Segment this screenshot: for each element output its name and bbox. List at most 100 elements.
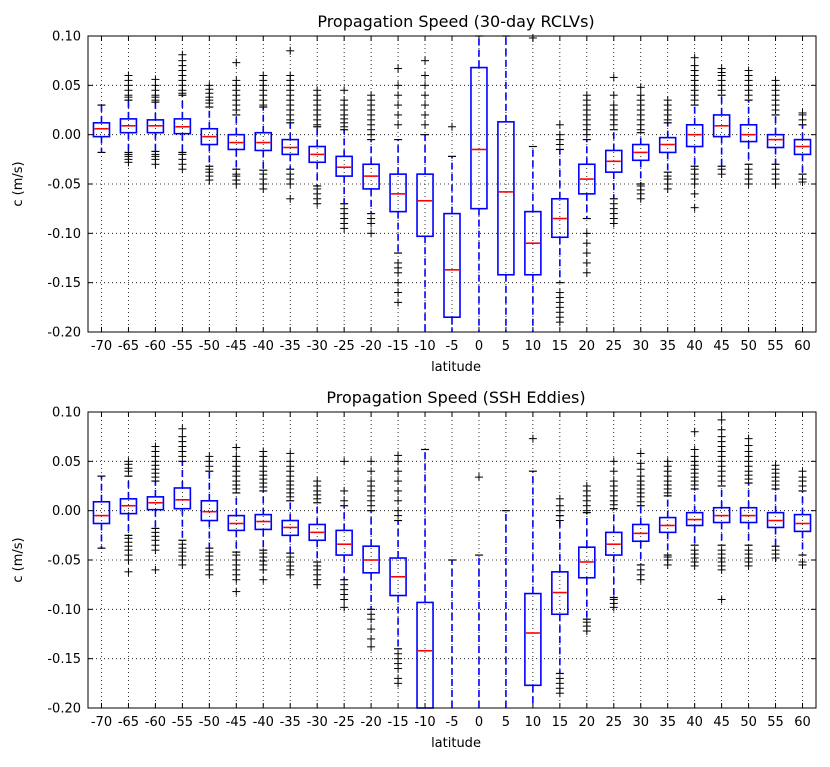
x-axis-label: latitude <box>431 360 481 375</box>
x-tick-label: 45 <box>713 339 730 354</box>
outlier-point <box>663 560 672 569</box>
y-axis-label: c (m/s) <box>11 161 26 206</box>
box-body <box>578 163 596 195</box>
box-body <box>524 592 542 687</box>
box-body <box>658 516 677 534</box>
box-body <box>146 496 165 511</box>
outlier-point <box>555 318 564 327</box>
x-tick-label: 35 <box>659 339 676 354</box>
box-lat-60 <box>793 467 812 569</box>
outlier-point <box>394 467 403 476</box>
outlier-point <box>663 457 672 466</box>
box-lat--5 <box>443 122 461 332</box>
outlier-point <box>232 58 241 67</box>
box-body <box>631 523 650 543</box>
box-lat-55 <box>766 76 785 188</box>
y-tick-label: -0.15 <box>47 652 81 667</box>
y-tick-label: -0.15 <box>47 276 81 291</box>
box-lat--60 <box>146 442 165 574</box>
outlier-point <box>259 565 268 574</box>
outlier-point <box>394 486 403 495</box>
box-body <box>119 118 138 134</box>
outlier-point <box>232 575 241 584</box>
x-tick-label: -25 <box>334 715 355 730</box>
box-lat--45 <box>227 443 246 596</box>
outlier-point <box>394 298 403 307</box>
x-tick-label: -5 <box>446 715 459 730</box>
outlier-point <box>609 101 618 110</box>
outlier-point <box>421 91 430 100</box>
outlier-point <box>286 457 295 466</box>
x-tick-label: -40 <box>253 715 274 730</box>
box-lat-30 <box>631 449 650 584</box>
outlier-point <box>151 160 160 169</box>
x-tick-label: 55 <box>767 715 784 730</box>
outlier-point <box>798 467 807 476</box>
outlier-point <box>124 457 133 466</box>
x-axis-label: latitude <box>431 736 481 751</box>
box-body <box>389 557 407 597</box>
box-body <box>604 149 623 173</box>
box-body <box>739 124 758 143</box>
outlier-point <box>313 199 322 208</box>
outlier-point <box>636 83 645 92</box>
outlier-point <box>690 203 699 212</box>
outlier-point <box>582 239 591 248</box>
box-lat--15 <box>389 451 407 688</box>
outlier-point <box>178 432 187 441</box>
outlier-point <box>178 50 187 59</box>
box-body <box>766 511 785 529</box>
outlier-point <box>555 494 564 503</box>
outlier-point <box>367 634 376 643</box>
box-lat--65 <box>119 71 138 167</box>
x-tick-label: 20 <box>579 715 596 730</box>
outlier-point <box>151 75 160 84</box>
outlier-point <box>690 180 699 188</box>
box-body <box>308 145 326 164</box>
x-tick-label: 60 <box>794 339 811 354</box>
outlier-point <box>367 625 376 634</box>
box-lat--55 <box>173 50 192 174</box>
box-lat-25 <box>604 457 623 612</box>
outlier-point <box>690 452 699 461</box>
outlier-point <box>394 451 403 460</box>
outlier-point <box>636 194 645 203</box>
x-tick-label: -5 <box>446 339 459 354</box>
y-tick-label: -0.05 <box>47 178 81 193</box>
box-lat-20 <box>578 91 596 277</box>
outlier-point <box>313 86 322 95</box>
box-body <box>685 511 704 527</box>
outlier-point <box>259 71 268 80</box>
box-body <box>685 124 704 148</box>
box-lat--20 <box>362 457 380 651</box>
x-tick-label: -60 <box>145 715 166 730</box>
panel-rclv: Propagation Speed (30-day RCLVs) -0.20-0… <box>11 12 817 375</box>
outlier-point <box>340 96 349 105</box>
outlier-point <box>582 258 591 267</box>
outlier-point <box>367 457 376 466</box>
x-tick-label: -35 <box>280 339 301 354</box>
plot-area: -0.20 -0.15 -0.10 -0.05 0.00 0.05 0.10 -70 -65 -6… <box>47 30 817 354</box>
x-tick-label: -45 <box>226 715 247 730</box>
outlier-point <box>636 472 645 481</box>
outlier-point <box>151 442 160 451</box>
outlier-point <box>690 561 699 570</box>
x-tick-label: 5 <box>502 339 510 354</box>
outlier-point <box>717 425 726 434</box>
x-tick-label: 30 <box>632 715 649 730</box>
outlier-point <box>205 176 214 185</box>
x-tick-label: -65 <box>118 715 139 730</box>
outlier-point <box>717 415 726 424</box>
outlier-point <box>717 565 726 574</box>
box-body <box>578 546 596 579</box>
box-lat-5 <box>497 35 515 332</box>
outlier-point <box>582 482 591 490</box>
outlier-point <box>124 556 133 564</box>
outlier-point <box>178 560 187 569</box>
outlier-point <box>367 477 376 486</box>
outlier-point <box>421 120 430 129</box>
x-tick-label: 45 <box>713 715 730 730</box>
box-body <box>308 523 326 542</box>
box-lat--10 <box>416 56 434 332</box>
